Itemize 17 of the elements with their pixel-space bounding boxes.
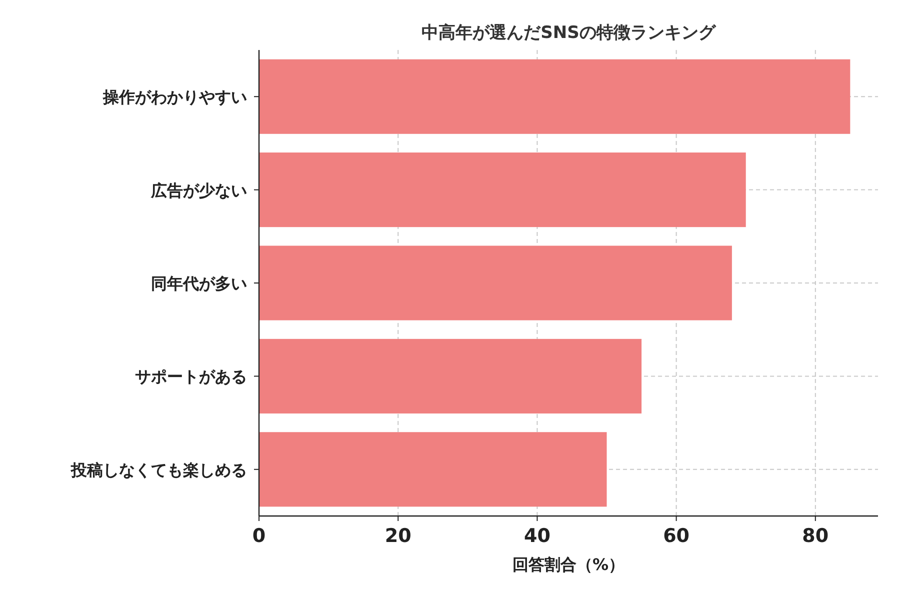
y-tick-label: サポートがある [135,367,247,386]
x-tick-label: 60 [663,525,690,547]
bar [259,246,732,320]
x-tick-label: 20 [384,525,412,547]
y-tick-label: 広告が少ない [150,180,247,200]
x-tick-label: 40 [524,525,550,547]
x-tick-label: 80 [802,525,829,547]
x-axis-title: 回答割合（%） [512,555,625,574]
bar [259,152,746,228]
y-tick-label: 操作がわかりやすい [102,88,247,107]
chart-title: 中高年が選んだSNSの特徴ランキング [422,23,716,43]
y-tick-label: 投稿しなくても楽しめる [70,460,247,480]
bar [259,432,607,507]
y-tick-label: 同年代が多い [151,274,247,293]
bar [259,338,642,414]
x-tick-label: 0 [252,525,266,547]
bar [259,59,850,134]
